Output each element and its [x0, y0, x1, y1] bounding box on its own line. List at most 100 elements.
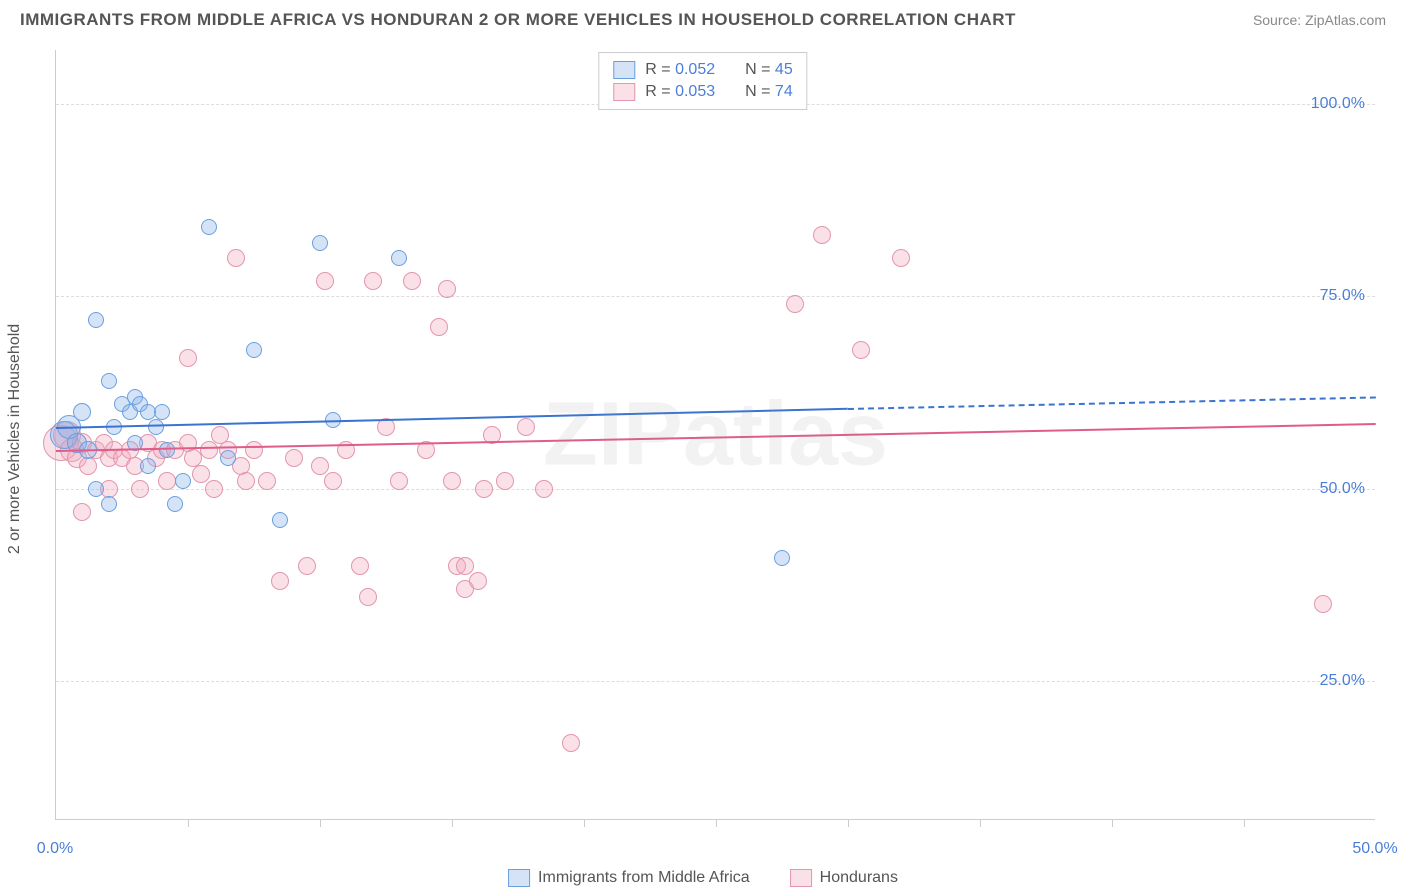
- source-label: Source: ZipAtlas.com: [1253, 12, 1386, 28]
- data-point: [438, 280, 456, 298]
- data-point: [131, 480, 149, 498]
- data-point: [892, 249, 910, 267]
- n-value: 74: [775, 83, 793, 100]
- data-point: [220, 450, 236, 466]
- data-point: [324, 472, 342, 490]
- n-value: 45: [775, 61, 793, 78]
- data-point: [258, 472, 276, 490]
- legend-swatch-icon: [508, 869, 530, 887]
- data-point: [475, 480, 493, 498]
- data-point: [154, 404, 170, 420]
- data-point: [73, 403, 91, 421]
- x-tick: [584, 819, 585, 827]
- series-legend: Immigrants from Middle Africa Hondurans: [508, 869, 898, 887]
- data-point: [79, 457, 97, 475]
- data-point: [201, 219, 217, 235]
- data-point: [312, 235, 328, 251]
- data-point: [246, 342, 262, 358]
- data-point: [159, 442, 175, 458]
- data-point: [148, 419, 164, 435]
- legend-label: Immigrants from Middle Africa: [538, 869, 750, 887]
- y-tick-label: 25.0%: [1320, 672, 1365, 690]
- trend-line: [848, 396, 1376, 410]
- legend-swatch-icon: [790, 869, 812, 887]
- r-label: R = 0.053: [645, 83, 715, 101]
- data-point: [227, 249, 245, 267]
- correlation-legend: R = 0.052 N = 45 R = 0.053 N = 74: [598, 52, 807, 110]
- data-point: [200, 441, 218, 459]
- data-point: [786, 295, 804, 313]
- data-point: [364, 272, 382, 290]
- x-tick: [452, 819, 453, 827]
- x-tick: [1244, 819, 1245, 827]
- r-value: 0.053: [675, 83, 715, 100]
- data-point: [469, 572, 487, 590]
- data-point: [205, 480, 223, 498]
- data-point: [175, 473, 191, 489]
- x-tick-label: 0.0%: [37, 840, 73, 858]
- data-point: [443, 472, 461, 490]
- legend-row-series-1: R = 0.053 N = 74: [613, 81, 792, 103]
- x-tick: [188, 819, 189, 827]
- legend-row-series-0: R = 0.052 N = 45: [613, 59, 792, 81]
- data-point: [1314, 595, 1332, 613]
- data-point: [167, 496, 183, 512]
- data-point: [101, 373, 117, 389]
- x-tick: [1112, 819, 1113, 827]
- r-value: 0.052: [675, 61, 715, 78]
- legend-item-series-1: Hondurans: [790, 869, 898, 887]
- data-point: [517, 418, 535, 436]
- x-tick: [320, 819, 321, 827]
- legend-swatch-icon: [613, 83, 635, 101]
- data-point: [272, 512, 288, 528]
- gridline: [56, 489, 1375, 490]
- x-tick: [980, 819, 981, 827]
- data-point: [88, 312, 104, 328]
- data-point: [101, 496, 117, 512]
- data-point: [311, 457, 329, 475]
- data-point: [774, 550, 790, 566]
- data-point: [359, 588, 377, 606]
- x-tick-label: 50.0%: [1352, 840, 1397, 858]
- data-point: [158, 472, 176, 490]
- legend-label: Hondurans: [820, 869, 898, 887]
- data-point: [391, 250, 407, 266]
- legend-swatch-icon: [613, 61, 635, 79]
- r-label: R = 0.052: [645, 61, 715, 79]
- y-tick-label: 50.0%: [1320, 480, 1365, 498]
- data-point: [192, 465, 210, 483]
- x-tick: [716, 819, 717, 827]
- x-tick: [848, 819, 849, 827]
- gridline: [56, 681, 1375, 682]
- y-tick-label: 100.0%: [1311, 95, 1365, 113]
- n-label: N = 45: [745, 61, 793, 79]
- data-point: [316, 272, 334, 290]
- data-point: [390, 472, 408, 490]
- gridline: [56, 296, 1375, 297]
- data-point: [140, 458, 156, 474]
- data-point: [403, 272, 421, 290]
- trend-line: [56, 408, 848, 429]
- data-point: [351, 557, 369, 575]
- y-axis-label: 2 or more Vehicles in Household: [6, 324, 24, 554]
- data-point: [245, 441, 263, 459]
- data-point: [73, 503, 91, 521]
- n-label: N = 74: [745, 83, 793, 101]
- y-tick-label: 75.0%: [1320, 287, 1365, 305]
- legend-item-series-0: Immigrants from Middle Africa: [508, 869, 750, 887]
- data-point: [456, 557, 474, 575]
- data-point: [813, 226, 831, 244]
- data-point: [271, 572, 289, 590]
- data-point: [562, 734, 580, 752]
- data-point: [535, 480, 553, 498]
- data-point: [237, 472, 255, 490]
- chart-title: IMMIGRANTS FROM MIDDLE AFRICA VS HONDURA…: [20, 10, 1016, 30]
- data-point: [88, 481, 104, 497]
- scatter-chart: ZIPatlas 25.0%50.0%75.0%100.0%: [55, 50, 1375, 820]
- data-point: [298, 557, 316, 575]
- data-point: [285, 449, 303, 467]
- data-point: [430, 318, 448, 336]
- data-point: [496, 472, 514, 490]
- data-point: [852, 341, 870, 359]
- data-point: [179, 349, 197, 367]
